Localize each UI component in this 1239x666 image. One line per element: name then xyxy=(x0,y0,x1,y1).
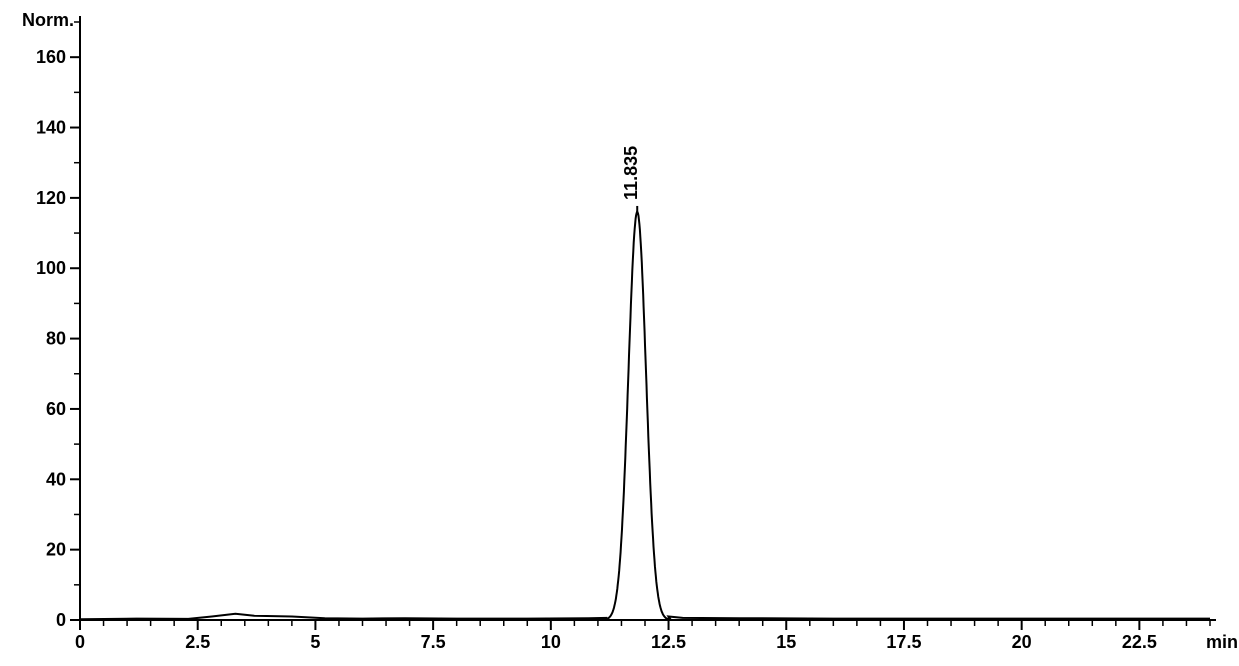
y-tick-label: 80 xyxy=(46,329,66,349)
x-tick-label: 2.5 xyxy=(185,632,210,652)
x-tick-label: 10 xyxy=(541,632,561,652)
chart-svg: 0 20 40 60 80 100 120 140 160 0 2.5 5 7.5 10 12.5 15 17.… xyxy=(0,0,1239,666)
y-tick-label: 120 xyxy=(36,188,66,208)
x-axis-label: min xyxy=(1206,632,1238,652)
x-tick-label: 12.5 xyxy=(651,632,686,652)
y-tick-label: 0 xyxy=(56,610,66,630)
x-tick-label: 5 xyxy=(310,632,320,652)
y-tick-label: 160 xyxy=(36,47,66,67)
x-tick-label: 17.5 xyxy=(886,632,921,652)
chromatogram-trace xyxy=(80,212,1210,619)
peak-rt-label: 11.835 xyxy=(621,146,641,200)
x-tick-label: 7.5 xyxy=(421,632,446,652)
y-axis-label: Norm. xyxy=(22,10,74,30)
x-tick-label: 0 xyxy=(75,632,85,652)
x-tick-label: 22.5 xyxy=(1122,632,1157,652)
y-tick-label: 100 xyxy=(36,258,66,278)
y-tick-label: 60 xyxy=(46,399,66,419)
y-tick-label: 40 xyxy=(46,469,66,489)
x-tick-label: 20 xyxy=(1012,632,1032,652)
y-tick-label: 20 xyxy=(46,540,66,560)
y-tick-label: 140 xyxy=(36,118,66,138)
x-tick-label: 15 xyxy=(776,632,796,652)
chromatogram-chart: 0 20 40 60 80 100 120 140 160 0 2.5 5 7.5 10 12.5 15 17.… xyxy=(0,0,1239,666)
